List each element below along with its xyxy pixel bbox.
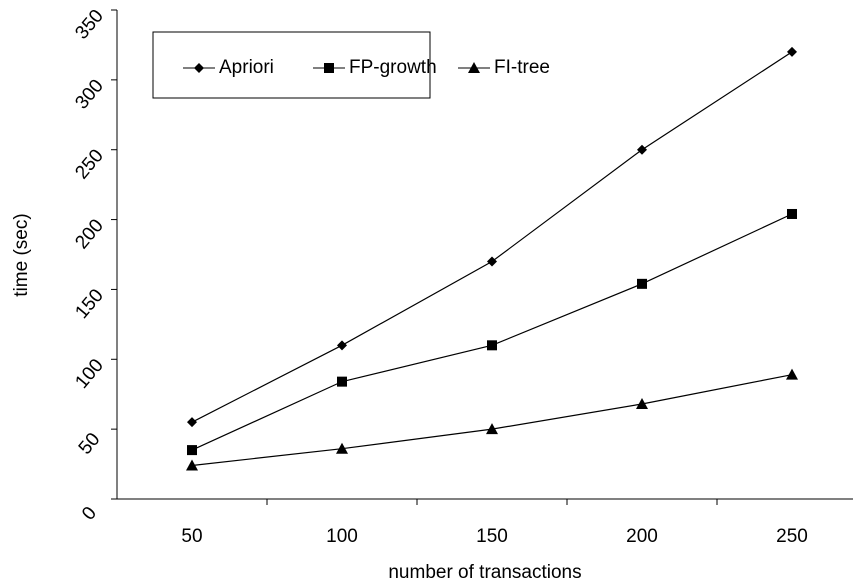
marker xyxy=(637,278,647,289)
marker xyxy=(786,368,798,380)
y-tick-label: 150 xyxy=(71,285,107,323)
x-tick-label: 100 xyxy=(326,526,358,547)
legend-label: FP-growth xyxy=(349,57,437,78)
marker xyxy=(187,417,197,428)
x-tick-label: 200 xyxy=(626,526,658,547)
y-axis-title: time (sec) xyxy=(11,213,32,296)
legend-label: FI-tree xyxy=(494,57,550,78)
series-line xyxy=(191,374,793,467)
x-tick-label: 50 xyxy=(181,526,202,547)
y-tick-label: 300 xyxy=(71,76,107,114)
y-tick-label: 0 xyxy=(78,503,101,525)
marker xyxy=(324,63,334,73)
marker xyxy=(336,442,348,454)
marker xyxy=(787,208,797,219)
marker xyxy=(187,445,197,456)
marker xyxy=(487,256,497,267)
y-tick-label: 100 xyxy=(71,355,107,393)
marker xyxy=(194,63,204,73)
series-line xyxy=(191,51,793,423)
marker xyxy=(487,340,497,351)
y-tick-label: 350 xyxy=(71,6,107,44)
series-line xyxy=(191,213,793,451)
marker xyxy=(186,459,198,471)
marker xyxy=(787,46,797,57)
marker xyxy=(337,340,347,351)
x-tick-label: 250 xyxy=(776,526,808,547)
x-tick-label: 150 xyxy=(476,526,508,547)
y-tick-label: 200 xyxy=(71,215,107,253)
marker xyxy=(486,423,498,435)
y-tick-label: 250 xyxy=(71,146,107,184)
legend-label: Apriori xyxy=(219,57,274,78)
legend-box xyxy=(152,31,431,99)
marker xyxy=(636,397,648,409)
marker xyxy=(337,376,347,387)
marker xyxy=(637,144,647,155)
marker xyxy=(468,62,480,73)
x-axis-title: number of transactions xyxy=(388,562,581,583)
y-tick-label: 50 xyxy=(75,429,105,459)
